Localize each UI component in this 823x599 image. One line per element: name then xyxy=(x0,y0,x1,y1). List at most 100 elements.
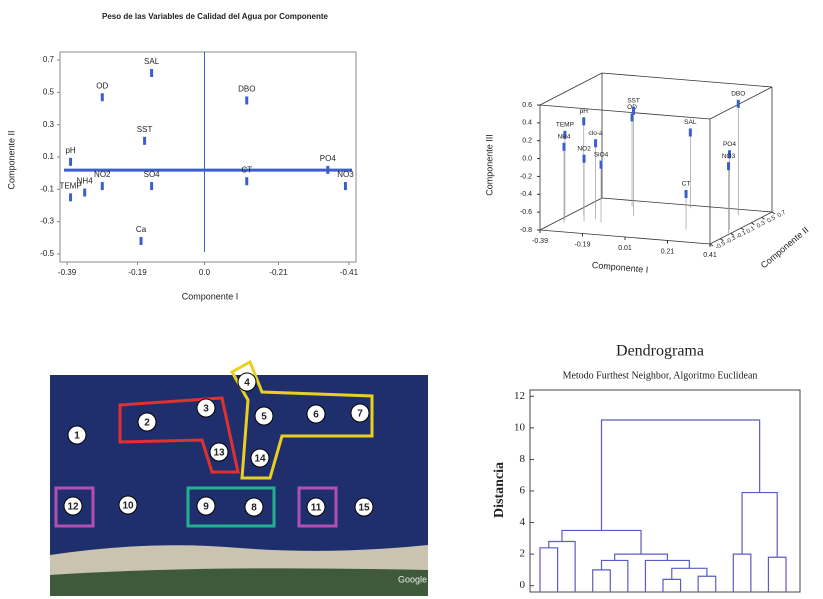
link xyxy=(561,529,642,555)
z-tick-label: 0.0 xyxy=(522,155,532,162)
point xyxy=(562,142,566,151)
y-tick-label: 0.1 xyxy=(43,152,55,161)
link xyxy=(614,553,668,561)
box-edge xyxy=(539,104,711,120)
point xyxy=(150,69,154,77)
y-tick xyxy=(720,238,724,242)
y-tick-label: 0.1 xyxy=(746,225,757,235)
point xyxy=(326,165,330,174)
station-label: 6 xyxy=(313,410,319,421)
y-axis-label: Distancia xyxy=(492,462,507,518)
point-label: NO3 xyxy=(722,153,736,160)
link xyxy=(741,491,778,558)
x-tick-label: 0.41 xyxy=(703,252,717,259)
z-tick-label: -0.4 xyxy=(520,191,532,198)
y-axis-label: Componente II xyxy=(6,130,16,189)
y-tick-label: 12 xyxy=(514,390,525,402)
station-marker xyxy=(63,496,83,516)
station-marker xyxy=(209,442,229,462)
point-label: TEMP xyxy=(59,181,81,190)
x-tick-label: 0.21 xyxy=(661,248,675,255)
station-marker xyxy=(118,495,138,515)
y-tick-label: 10 xyxy=(514,421,526,433)
point xyxy=(727,162,731,171)
point-label: NH4 xyxy=(557,134,570,141)
y-tick-label: -0.1 xyxy=(40,184,54,193)
map-panel: Google xyxy=(50,359,428,596)
station-label: 4 xyxy=(244,378,250,389)
point-label: NO2 xyxy=(577,145,591,152)
station-marker xyxy=(67,425,87,445)
station-marker xyxy=(350,403,370,423)
point xyxy=(100,93,104,102)
point xyxy=(343,182,347,191)
y-tick xyxy=(740,227,745,231)
link xyxy=(662,578,682,592)
z-axis-label: Componente III xyxy=(484,134,494,196)
link xyxy=(600,559,629,592)
point-label: TEMP xyxy=(556,122,574,129)
point xyxy=(139,237,143,245)
x-tick-label: 0.0 xyxy=(199,268,211,277)
point xyxy=(563,130,567,139)
point xyxy=(632,106,636,115)
point-label: SST xyxy=(627,97,640,104)
point xyxy=(69,193,73,202)
link xyxy=(732,553,752,592)
y-axis-label: Componente II xyxy=(759,225,811,271)
point-label: DBO xyxy=(238,85,255,94)
station-label: 5 xyxy=(261,412,267,423)
box-edge xyxy=(601,197,773,213)
point-label: SAL xyxy=(144,57,160,66)
point xyxy=(594,139,598,148)
y-tick-label: 0.5 xyxy=(43,87,55,96)
point-label: PO4 xyxy=(723,141,736,148)
x-tick-label: -0.39 xyxy=(532,238,548,245)
y-tick-label: -0.3 xyxy=(40,217,54,226)
link xyxy=(767,556,787,592)
link xyxy=(548,540,576,592)
link xyxy=(671,567,708,580)
box-edge xyxy=(539,72,603,106)
station-marker xyxy=(306,404,326,424)
point xyxy=(69,157,73,166)
station-label: 8 xyxy=(251,503,257,514)
z-tick-label: 0.2 xyxy=(522,138,532,145)
point-label: CT xyxy=(241,165,252,174)
point xyxy=(100,182,104,191)
station-label: 3 xyxy=(203,404,209,415)
group-purple xyxy=(297,486,338,528)
point xyxy=(245,177,249,186)
y-tick xyxy=(771,211,776,215)
link xyxy=(644,559,690,592)
y-tick-label: 8 xyxy=(520,453,526,465)
x-tick-label: 0.01 xyxy=(618,245,632,252)
y-tick-label: 6 xyxy=(520,485,526,497)
point-label: OD xyxy=(96,81,108,90)
y-tick-label: 0 xyxy=(520,579,526,591)
point-label: SAL xyxy=(684,119,697,126)
y-tick-label: -0.5 xyxy=(40,249,54,258)
station-label: 15 xyxy=(358,503,370,514)
point-label: NO2 xyxy=(94,170,111,179)
point-label: pH xyxy=(580,108,589,115)
group-purple xyxy=(54,486,95,528)
group-red xyxy=(118,396,240,474)
y-tick-label: 0.7 xyxy=(777,209,788,219)
link xyxy=(600,419,761,531)
point xyxy=(150,182,154,191)
point xyxy=(684,189,688,198)
point-label: Ca xyxy=(136,225,147,234)
x-tick-label: -0.39 xyxy=(58,268,77,277)
point-label: CT xyxy=(682,181,691,188)
station-marker xyxy=(196,398,216,418)
point xyxy=(245,96,249,105)
box-edge xyxy=(539,197,603,231)
z-tick-label: -0.8 xyxy=(520,227,532,234)
station-marker xyxy=(196,496,216,516)
link xyxy=(592,569,611,592)
box-edge xyxy=(709,86,773,120)
station-marker xyxy=(250,448,270,468)
chart-title: Peso de las Variables de Calidad del Agu… xyxy=(102,12,329,21)
station-label: 14 xyxy=(254,454,266,465)
